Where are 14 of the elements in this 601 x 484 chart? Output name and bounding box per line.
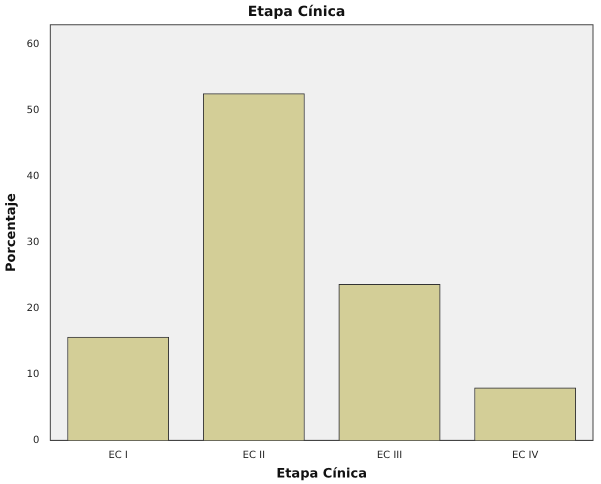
x-axis-title: Etapa Cínica xyxy=(276,466,367,482)
x-tick-label: EC IV xyxy=(512,450,538,461)
chart-title: Etapa Cínica xyxy=(248,4,346,20)
y-tick-label: 60 xyxy=(26,39,40,50)
x-tick-label: EC III xyxy=(376,450,402,461)
y-tick-label: 0 xyxy=(32,434,40,446)
x-tick-label: EC I xyxy=(108,450,128,461)
y-tick-label: 30 xyxy=(26,237,40,248)
y-tick-label: 20 xyxy=(26,303,40,314)
y-tick-label: 40 xyxy=(26,171,40,182)
y-tick-label: 50 xyxy=(26,105,40,116)
y-axis-title: Porcentaje xyxy=(4,192,20,272)
x-tick-label: EC II xyxy=(242,450,266,461)
y-tick-label: 10 xyxy=(26,369,40,380)
